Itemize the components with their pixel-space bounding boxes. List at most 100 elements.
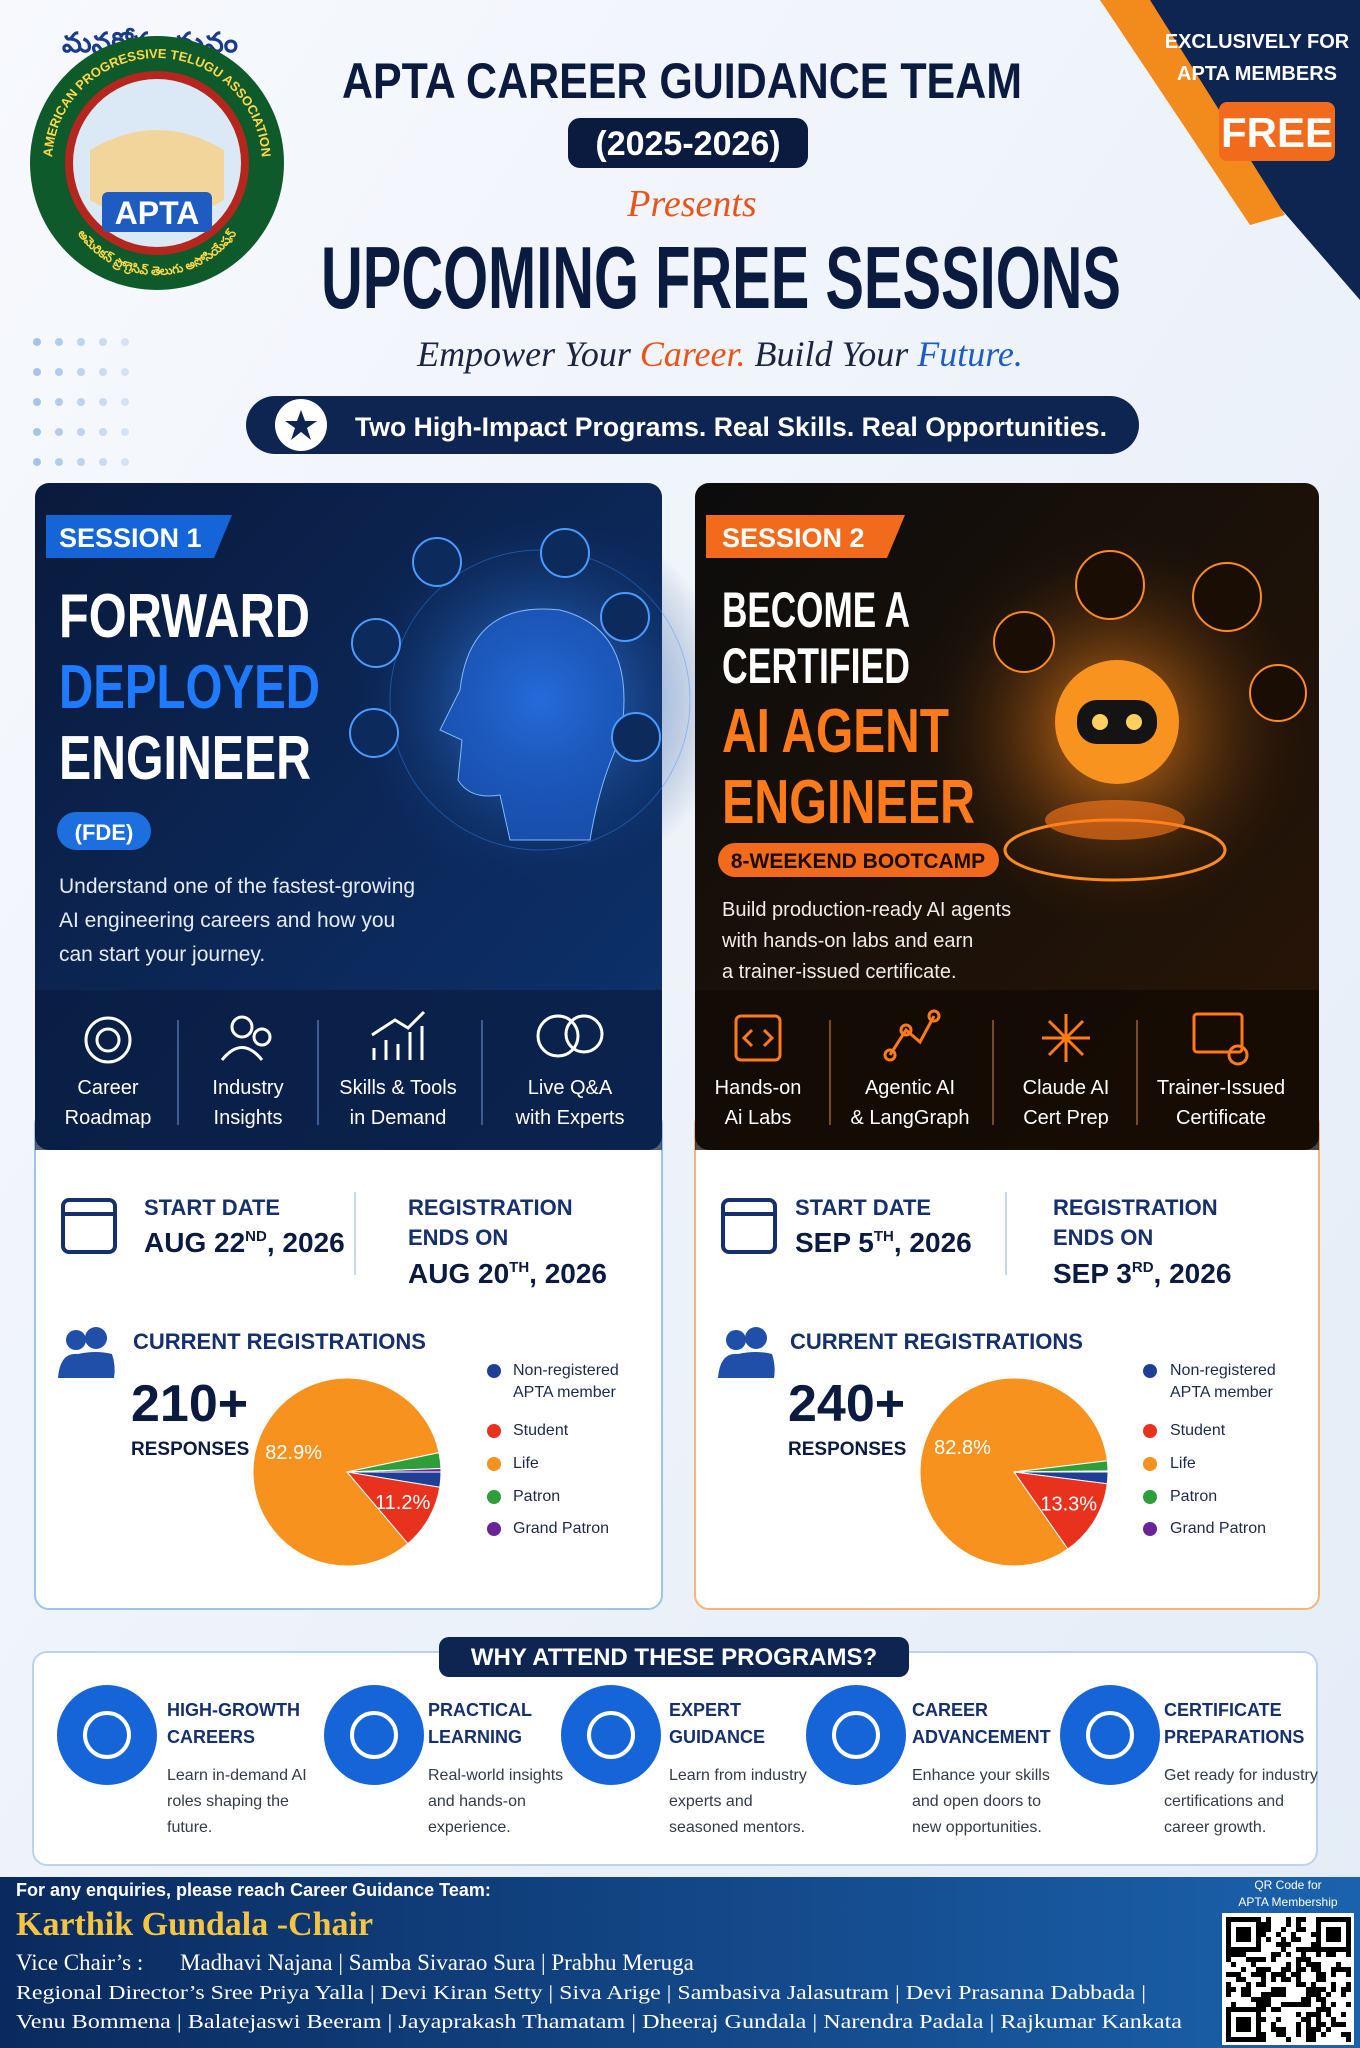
qr-module [1306,2017,1311,2022]
session-title: CERTIFIED [722,638,910,694]
qr-module [1251,1972,1256,1977]
qr-module [1226,1987,1231,1992]
qr-module [1331,2002,1336,2007]
qr-module [1311,1987,1316,1992]
calendar-icons [61,1198,777,1254]
art-head [439,608,625,841]
qr-module [1296,1947,1301,1952]
icon-burst [1042,1014,1090,1062]
qr-module [1256,1967,1261,1972]
years-pill [568,118,808,168]
qr-module [1256,1997,1261,2002]
qr-module [1281,1972,1286,1977]
qr-module [1261,2007,1266,2012]
qr-module [1246,1987,1251,1992]
dot [121,398,129,406]
qr-module [1331,1952,1336,1957]
qr-module [1331,1972,1336,1977]
icon-certificate [1192,1012,1244,1054]
count-unit: RESPONSES [131,1439,249,1460]
qr-module [1316,2022,1321,2027]
session-description: AI engineering careers and how you [59,909,395,932]
dot [77,338,85,346]
qr-module [1266,1992,1271,1997]
feature-separators [177,1020,483,1125]
qr-module [1266,2002,1271,2007]
qr-module [1306,2022,1311,2027]
qr-module [1321,1987,1326,1992]
qr-module [1346,1987,1351,1992]
date-part: , 2026 [529,1258,607,1289]
qr-module [1336,2022,1341,2027]
why-title-pill [439,1637,909,1677]
why-icon [324,1685,424,1785]
icon-graph [888,1015,936,1056]
count-unit: RESPONSES [788,1439,906,1460]
dot [99,458,107,466]
qr-module [1261,1977,1266,1982]
date-suffix: TH [509,1259,529,1276]
qr-module [1316,2012,1321,2017]
qr-module [1306,1957,1311,1962]
people-icon [58,1352,115,1378]
feature-icons [734,1009,1249,1066]
tagline-accent: Career. [640,334,746,374]
why-item-text: certifications and [1164,1793,1284,1810]
date-part: AUG 20 [408,1258,509,1289]
dot [55,428,63,436]
qr-module [1261,2002,1266,2007]
date-suffix: RD [1132,1259,1154,1276]
qr-module [1266,1922,1271,1927]
dot [77,458,85,466]
qr-module [1261,1982,1266,1987]
date-part: AUG 22 [144,1227,245,1258]
qr-module [1271,1987,1276,1992]
pie-slice [345,1471,441,1545]
pie-label: 11.2% [375,1492,430,1514]
qr-module [1316,1987,1321,1992]
qr-module [1241,1992,1246,1997]
why-item-title: PREPARATIONS [1164,1727,1304,1747]
art-nodes [993,550,1307,722]
why-item-text: Real-world insights [428,1767,563,1784]
qr-module [1291,1932,1296,1937]
qr-module [1311,1947,1316,1952]
qr-module [1281,1927,1286,1932]
why-icon-inner [587,1711,635,1759]
qr-module [1331,2022,1336,2027]
qr-module [1306,1997,1311,2002]
qr-module [1316,2017,1321,2022]
qr-module [1226,1992,1231,1997]
feature-label: Roadmap [65,1107,152,1129]
qr-module [1341,1987,1346,1992]
qr-module [1266,1967,1271,1972]
art-node [1192,562,1262,632]
qr-module [1311,1992,1316,1997]
qr-module [1296,1982,1301,1987]
feature-label: Trainer-Issued [1157,1077,1285,1099]
qr-module [1241,1987,1246,1992]
why-item-title: PRACTICAL [428,1700,532,1720]
icon-chart [371,1010,426,1060]
dot [77,368,85,376]
qr-module [1341,2032,1346,2037]
presents: Presents [626,183,756,225]
qr-module [1316,1977,1321,1982]
qr-module [1241,1977,1246,1982]
dot [99,398,107,406]
qr-module [1346,1972,1351,1977]
people-icon [726,1330,746,1350]
icon-chat [564,1014,604,1054]
corner-curl [1100,0,1285,225]
calendar-icon [721,1198,777,1254]
why-item-text: Enhance your skills [912,1767,1050,1784]
date: SEP 5TH, 2026 [795,1227,972,1258]
qr-module [1316,1962,1321,1967]
qr-module [1231,1972,1236,1977]
date-part: , 2026 [894,1227,972,1258]
why-item-title: EXPERT [669,1700,741,1720]
qr-module [1231,1952,1236,1957]
qr-module [1306,2032,1311,2037]
why-item-title: CERTIFICATE [1164,1700,1282,1720]
